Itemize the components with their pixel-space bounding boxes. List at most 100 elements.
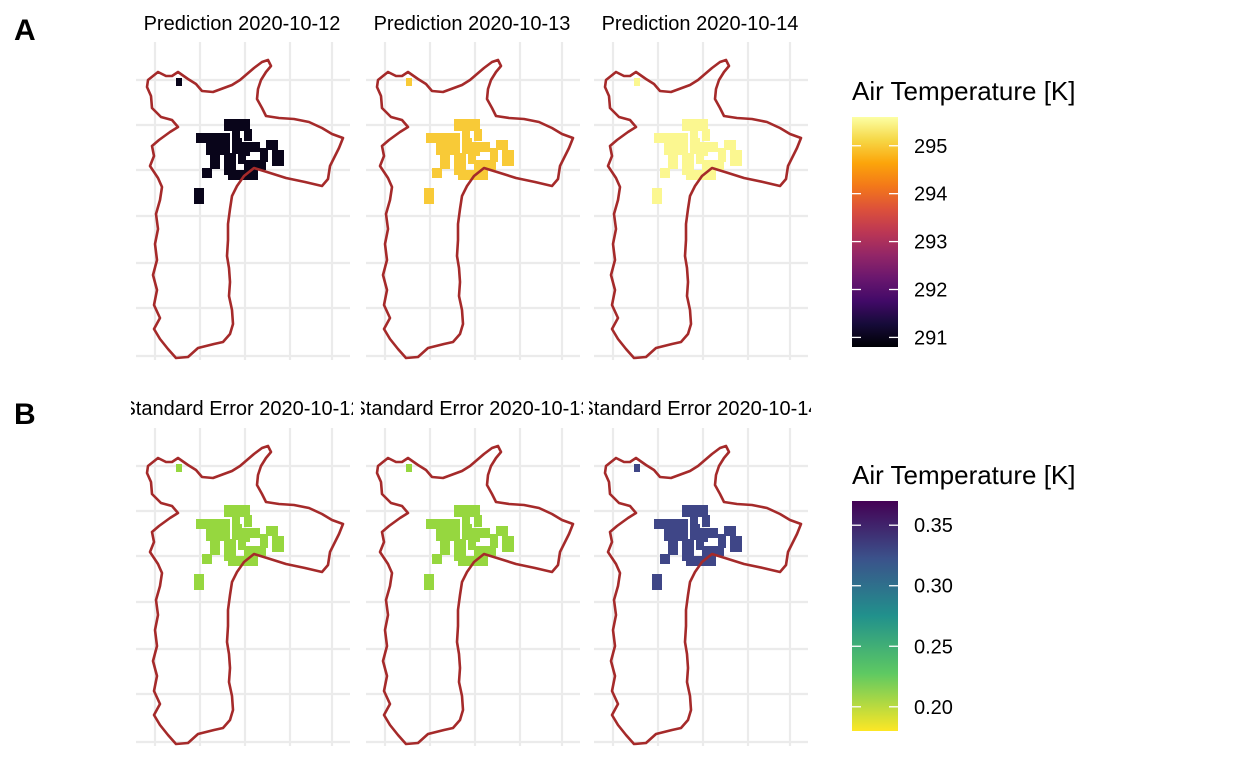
raster-cell <box>424 574 434 590</box>
raster-cell <box>228 170 242 180</box>
raster-cell <box>470 528 480 542</box>
raster-cell <box>250 528 260 538</box>
raster-cell <box>244 129 252 141</box>
raster-cell <box>502 536 514 552</box>
facet-title-a-1: Prediction 2020-10-12 <box>144 13 341 35</box>
raster-cell <box>660 554 670 564</box>
raster-cell <box>690 513 698 527</box>
raster-cell <box>490 534 498 548</box>
facet-title-a-2: Prediction 2020-10-13 <box>374 13 571 35</box>
raster-cell <box>702 515 710 527</box>
raster-cell <box>708 528 718 538</box>
raster-cell <box>690 524 700 540</box>
raster-cell <box>210 153 220 169</box>
raster-cell <box>686 556 700 566</box>
raster-cell <box>244 515 252 527</box>
raster-cell <box>266 140 278 150</box>
raster-cell <box>724 526 736 536</box>
raster-cell <box>676 519 688 527</box>
legend-tick-label: 292 <box>914 280 947 302</box>
raster-cell <box>454 505 480 517</box>
raster-cell <box>664 527 688 541</box>
raster-cell <box>474 515 482 527</box>
raster-cell <box>682 539 694 561</box>
raster-cell <box>196 519 218 529</box>
legend-tick-label: 291 <box>914 327 947 349</box>
raster-cell <box>266 526 278 536</box>
raster-cell <box>224 539 236 561</box>
raster-cell <box>232 513 240 527</box>
raster-cell <box>424 188 434 204</box>
raster-cell <box>260 534 268 548</box>
raster-cell <box>708 142 718 152</box>
raster-cell <box>676 133 688 141</box>
raster-cell <box>462 138 472 154</box>
raster-cell <box>682 505 708 517</box>
legend-b: Air Temperature [K] 0.20 0.25 0.30 0.35 <box>852 460 1076 731</box>
raster-cell <box>406 464 412 472</box>
raster-cell <box>652 574 662 590</box>
raster-cell <box>436 527 460 541</box>
raster-cell <box>206 141 230 155</box>
facet-title-b-1: Standard Error 2020-10-12 <box>122 398 361 420</box>
raster-cell <box>730 536 742 552</box>
raster-cell <box>176 464 182 472</box>
raster-cell <box>718 534 726 548</box>
panel-a-2 <box>366 42 580 360</box>
raster-cell <box>194 188 204 204</box>
facet-titles: Prediction 2020-10-12 Prediction 2020-10… <box>122 13 811 420</box>
raster-cell <box>502 150 514 166</box>
legend-tick-label: 0.20 <box>914 697 953 719</box>
raster-cell <box>232 524 242 540</box>
raster-cell <box>702 160 724 170</box>
raster-cell <box>272 150 284 166</box>
raster-cell <box>440 153 450 169</box>
raster-cell <box>718 148 726 162</box>
raster-cell <box>224 119 250 131</box>
raster-cell <box>496 140 508 150</box>
region-outline <box>145 58 345 360</box>
colorbar-b <box>852 501 898 731</box>
raster-cell <box>668 539 678 555</box>
raster-cell <box>210 539 220 555</box>
panel-b-2 <box>366 428 580 746</box>
raster-cell <box>480 528 490 538</box>
raster-cell <box>454 153 466 175</box>
raster-cell <box>652 188 662 204</box>
raster-cell <box>426 519 448 529</box>
legend-a: Air Temperature [K] 291 292 293 294 295 <box>852 76 1076 349</box>
raster-cell <box>202 554 212 564</box>
raster-cell <box>470 170 488 180</box>
raster-cell <box>698 170 716 180</box>
legend-tick-label: 293 <box>914 232 947 254</box>
raster-cell <box>406 78 412 86</box>
raster-cell <box>462 524 472 540</box>
raster-cell <box>682 119 708 131</box>
row-label-b: B <box>14 398 36 431</box>
raster-cell <box>272 536 284 552</box>
raster-cell <box>696 152 704 164</box>
region-outline <box>375 444 575 746</box>
raster-cell <box>474 160 496 170</box>
raster-cell <box>696 538 704 550</box>
raster-cell <box>490 148 498 162</box>
raster-cell <box>496 526 508 536</box>
raster-cell <box>238 538 246 550</box>
raster-cell <box>432 168 442 178</box>
raster-cell <box>436 141 460 155</box>
raster-cell <box>218 519 230 527</box>
raster-cell <box>470 142 480 156</box>
legend-tick-label: 294 <box>914 184 947 206</box>
legend-a-ticks: 291 292 293 294 295 <box>852 136 947 349</box>
raster-cell <box>702 129 710 141</box>
legend-tick-label: 0.30 <box>914 576 953 598</box>
raster-cell <box>228 556 242 566</box>
region-outline <box>603 444 803 746</box>
raster-cell <box>462 127 470 141</box>
colorbar-a <box>852 117 898 347</box>
legend-tick-label: 0.35 <box>914 515 953 537</box>
panel-b-1 <box>136 428 350 746</box>
legend-title-a: Air Temperature [K] <box>852 76 1076 106</box>
panel-a-1 <box>136 42 350 360</box>
